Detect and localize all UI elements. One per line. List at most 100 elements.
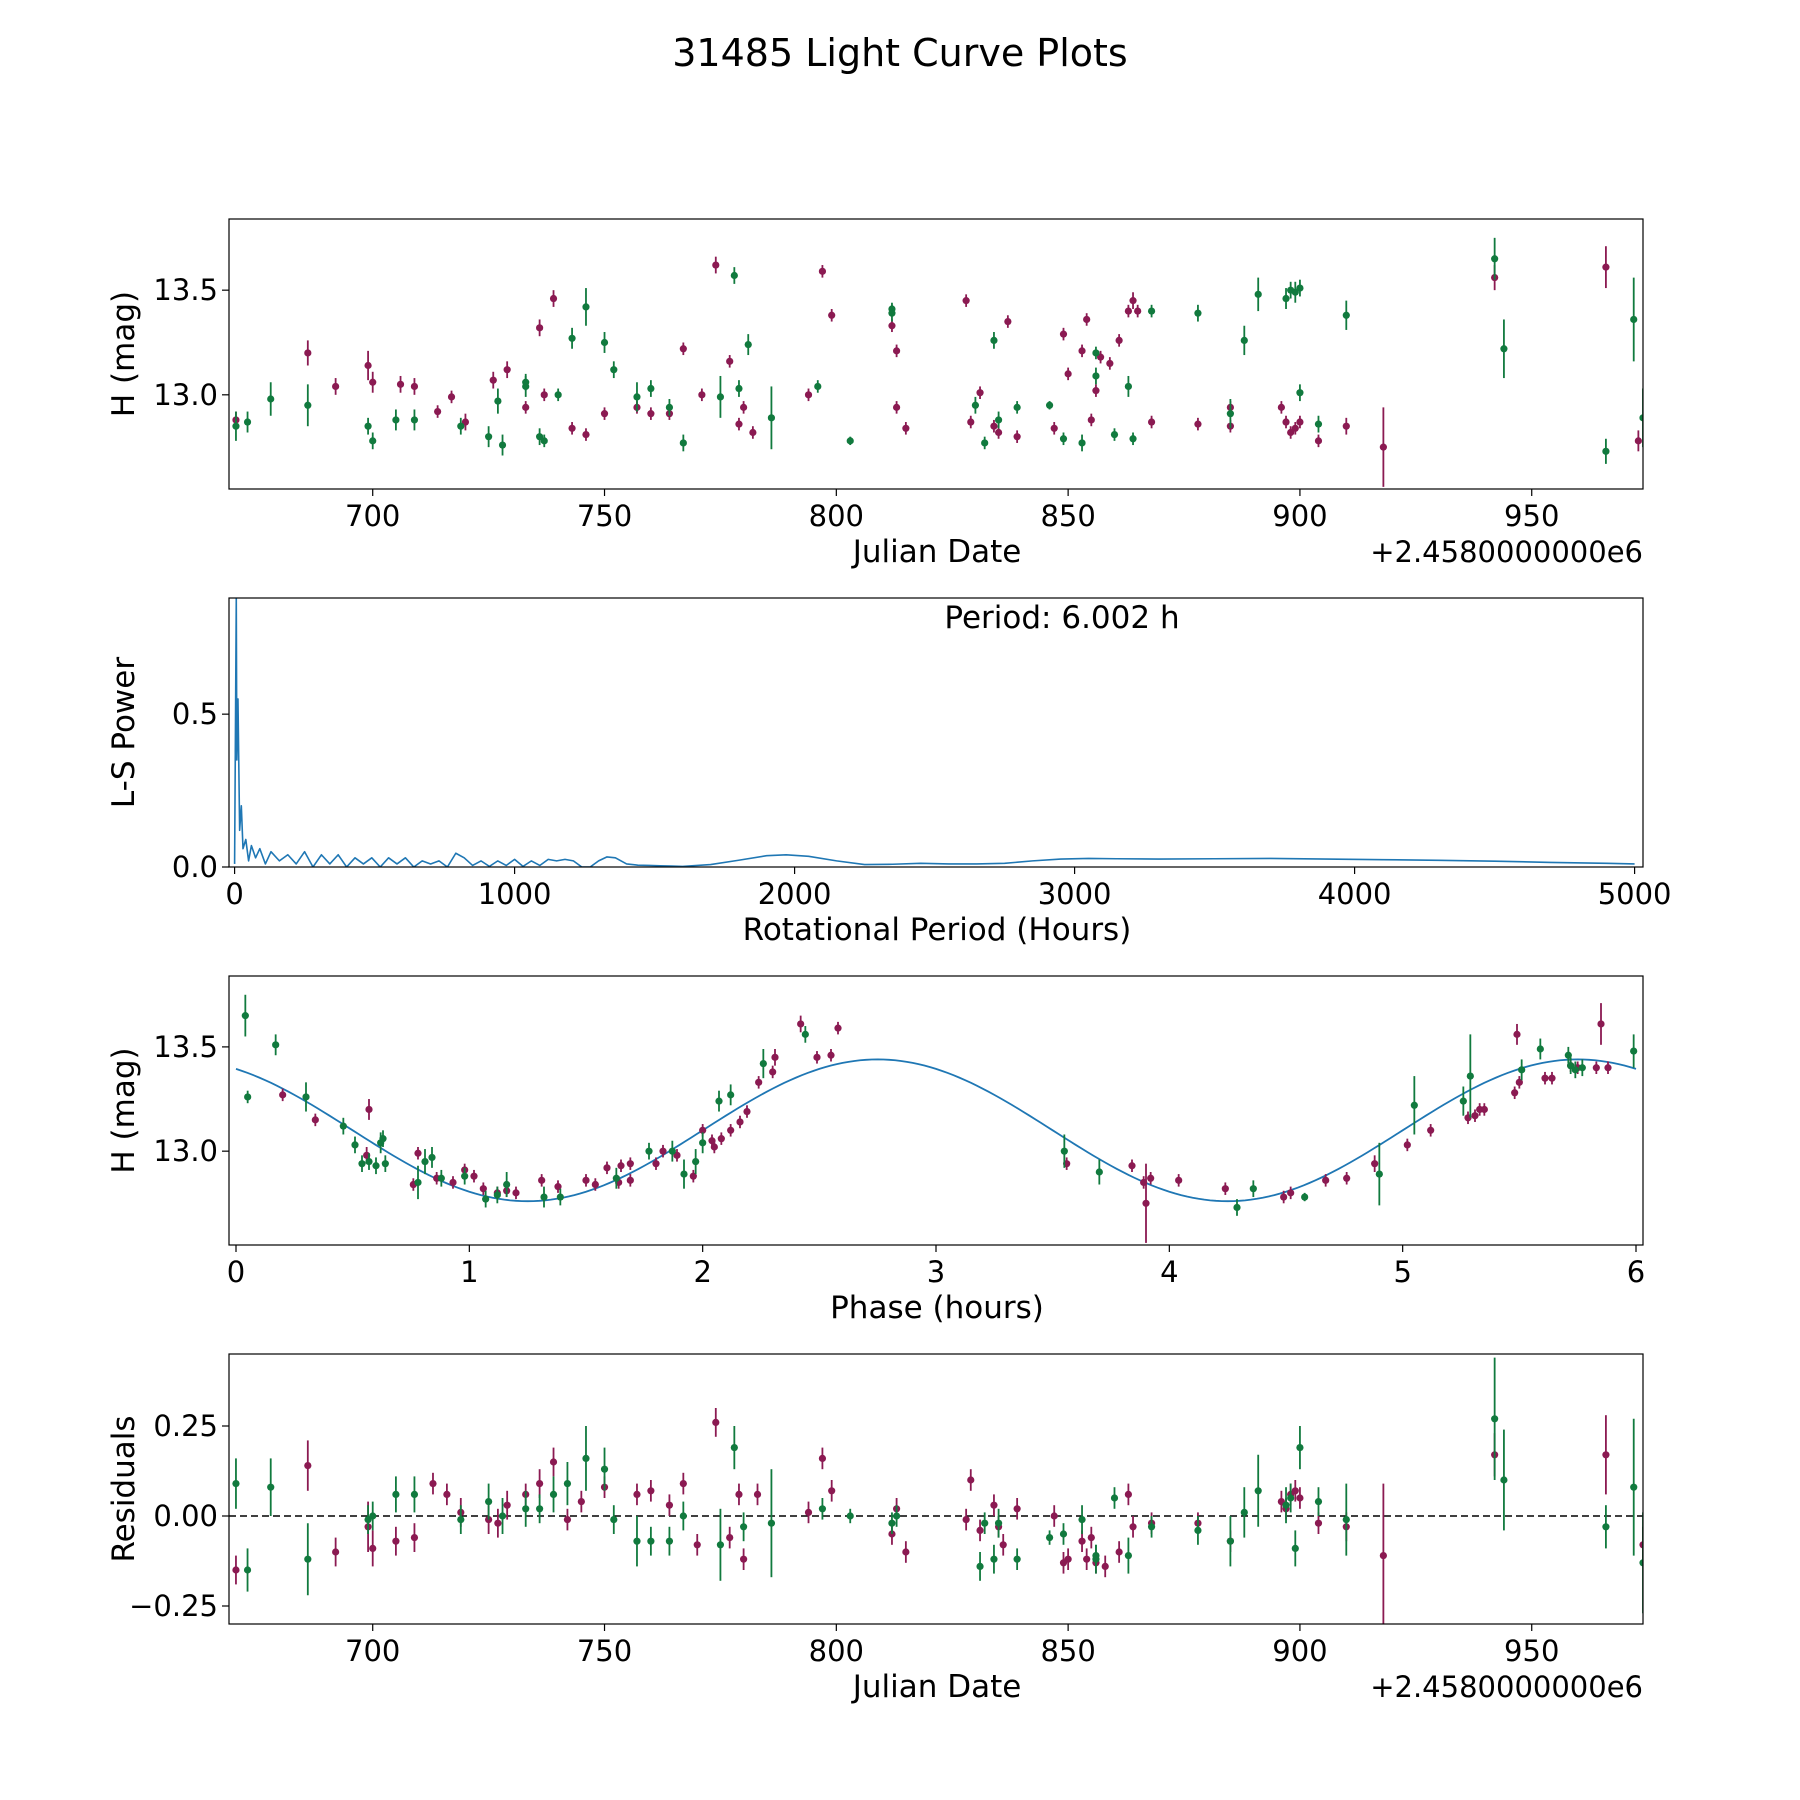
data-point (365, 1157, 373, 1166)
data-point (610, 366, 618, 374)
data-point (447, 393, 456, 401)
data-point (351, 1141, 359, 1149)
data-point (647, 1537, 655, 1545)
data-point (369, 378, 377, 386)
data-point (1541, 1074, 1549, 1082)
data-point (902, 1548, 910, 1556)
data-point (888, 322, 896, 330)
data-point (740, 1555, 748, 1563)
y-tick-label: 13.0 (153, 1134, 218, 1168)
data-point (1282, 418, 1290, 426)
data-point (600, 338, 609, 347)
subplot-periodogram: 0 1000 2000 3000 4000 5000 0.0 0.5 Rotational Pe… (106, 597, 1672, 948)
series-band1 (232, 246, 1642, 487)
data-point (1410, 1101, 1418, 1109)
data-point (600, 1465, 609, 1473)
plot-area (233, 598, 1635, 867)
data-point (522, 1505, 530, 1513)
x-tick-label: 700 (345, 1634, 400, 1668)
data-point (304, 1462, 312, 1470)
data-point (369, 437, 377, 445)
data-point (272, 1041, 280, 1049)
data-point (801, 1030, 809, 1038)
data-point (1128, 1162, 1136, 1170)
data-point (967, 1476, 975, 1484)
data-point (414, 1149, 422, 1157)
x-tick-label: 3000 (1038, 877, 1112, 911)
data-point (647, 384, 655, 393)
data-point (536, 1480, 544, 1488)
data-point (457, 422, 465, 430)
data-point (716, 393, 725, 401)
data-point (755, 1078, 763, 1086)
data-point (1639, 1559, 1643, 1567)
data-point (673, 1151, 681, 1159)
axes-frame (228, 1353, 1644, 1625)
data-point (332, 1548, 340, 1556)
data-point (1296, 1494, 1304, 1502)
y-axis-label: Residuals (106, 1415, 142, 1562)
y-tick-label: 0.5 (172, 697, 218, 731)
data-point (1375, 1170, 1383, 1178)
data-point (536, 324, 544, 332)
x-tick-label: 3 (927, 1255, 945, 1289)
data-point (804, 1508, 813, 1516)
data-point (1602, 1523, 1610, 1531)
data-point (647, 410, 655, 418)
data-point (563, 1480, 572, 1488)
data-point (1194, 309, 1202, 317)
data-point (554, 391, 562, 399)
data-point (828, 1487, 836, 1495)
data-point (1548, 1074, 1556, 1082)
data-point (449, 1178, 457, 1187)
data-point (976, 389, 984, 397)
data-point (727, 1126, 735, 1134)
x-tick-label: 4 (1160, 1255, 1178, 1289)
data-point (410, 382, 419, 391)
data-point (1226, 1537, 1234, 1545)
data-point (1342, 1516, 1350, 1524)
x-tick-label: 0 (227, 1255, 245, 1289)
x-tick-label: 750 (577, 1634, 632, 1668)
data-point (1147, 1174, 1155, 1182)
data-point (976, 1526, 984, 1534)
data-point (771, 1053, 779, 1061)
data-point (652, 1160, 660, 1168)
x-tick-label: 950 (1504, 1634, 1559, 1668)
x-axis-label: Phase (hours) (830, 1290, 1044, 1326)
data-point (1115, 336, 1123, 344)
data-point (549, 1458, 558, 1466)
data-point (493, 1191, 501, 1199)
data-point (1087, 1534, 1095, 1542)
data-point (892, 1512, 901, 1520)
x-tick-label: 2 (693, 1255, 711, 1289)
subplots: 700 750 800 850 900 950 13.0 13.5 Julian Date H (… (106, 218, 1672, 1705)
data-point (364, 422, 372, 430)
x-tick-label: 4000 (1318, 877, 1392, 911)
y-axis-label: H (mag) (106, 291, 142, 417)
data-point (846, 1512, 854, 1520)
data-point (1296, 1444, 1304, 1452)
data-point (1602, 1451, 1610, 1459)
data-point (1060, 1147, 1068, 1155)
data-point (818, 1505, 827, 1513)
data-point (1536, 1045, 1544, 1053)
data-point (392, 416, 400, 424)
data-point (485, 1498, 493, 1506)
data-point (999, 1541, 1007, 1549)
data-point (1314, 1498, 1323, 1506)
data-point (1296, 389, 1304, 397)
data-point (1059, 1530, 1068, 1538)
data-point (1124, 1490, 1132, 1498)
data-point (726, 357, 734, 365)
data-point (740, 1523, 748, 1531)
data-point (990, 1501, 998, 1509)
data-point (556, 1193, 564, 1201)
data-point (549, 294, 558, 303)
data-point (1471, 1112, 1479, 1120)
data-point (358, 1160, 366, 1168)
data-point (735, 1490, 743, 1498)
data-point (494, 1519, 502, 1527)
x-tick-label: 950 (1504, 499, 1559, 533)
